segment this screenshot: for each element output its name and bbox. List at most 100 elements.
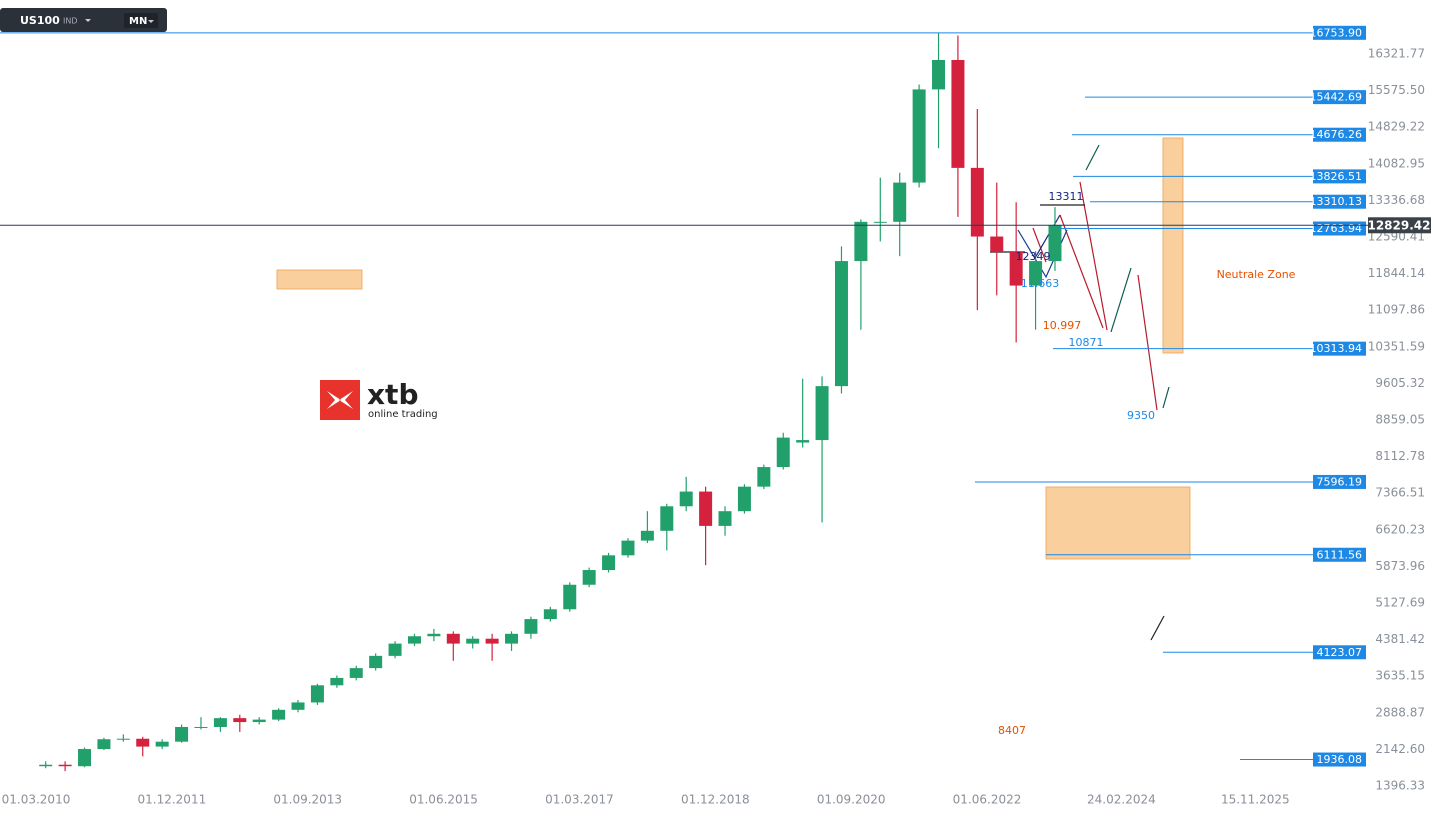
- interval[interactable]: MN: [129, 16, 147, 27]
- y-tick-label: 4381.42: [1375, 632, 1425, 646]
- annotation: 10.997: [1043, 319, 1082, 332]
- y-tick-label: 9605.32: [1375, 376, 1425, 390]
- candle-body: [272, 709, 286, 720]
- x-tick-label: 01.09.2013: [273, 793, 342, 807]
- level-tag: [1313, 752, 1366, 767]
- logo-icon: [327, 391, 353, 409]
- market[interactable]: IND: [63, 17, 78, 26]
- candle-body: [873, 221, 887, 223]
- projection: [1059, 214, 1104, 329]
- dropdown-arrow[interactable]: [85, 19, 91, 22]
- x-tick-label: 01.06.2015: [409, 793, 478, 807]
- candle-body: [388, 643, 402, 656]
- level-label: 10313.94: [1310, 342, 1363, 355]
- candle-body: [699, 491, 713, 526]
- candle-body: [718, 511, 732, 526]
- candle-body: [990, 236, 1004, 252]
- level-label: 14676.26: [1310, 128, 1363, 141]
- projections: [990, 144, 1170, 641]
- annotation: Neutrale Zone: [1217, 268, 1296, 281]
- level-tag: [1313, 194, 1366, 209]
- candle-body: [679, 491, 693, 507]
- symbol[interactable]: US100: [20, 14, 60, 27]
- candle-body: [563, 584, 577, 610]
- candle-body: [427, 633, 441, 637]
- candle-body: [1048, 225, 1062, 262]
- x-tick-label: 15.11.2025: [1221, 793, 1290, 807]
- candle-body: [815, 386, 829, 441]
- candle-body: [932, 59, 946, 90]
- candle-body: [58, 764, 72, 767]
- x-tick-label: 01.06.2022: [953, 793, 1022, 807]
- y-tick-label: 16321.77: [1368, 47, 1425, 61]
- level-label: 16753.90: [1310, 26, 1363, 39]
- level-tag: [1313, 90, 1366, 105]
- candle-body: [796, 440, 810, 443]
- current-price-tag: [1368, 217, 1431, 234]
- candle-body: [291, 702, 305, 710]
- level-label: 15442.69: [1310, 91, 1363, 104]
- level-label: 1936.08: [1317, 753, 1363, 766]
- projection: [1162, 386, 1170, 409]
- candle-body: [233, 718, 247, 723]
- annotation: 11.663: [1021, 277, 1060, 290]
- y-tick-label: 6620.23: [1375, 522, 1425, 536]
- candle-body: [1029, 261, 1043, 286]
- projection: [1079, 181, 1108, 331]
- y-tick-label: 10351.59: [1368, 339, 1425, 353]
- candle-body: [116, 738, 130, 740]
- candle-body: [640, 530, 654, 541]
- level-tag: [1313, 645, 1366, 660]
- level-tag: [1313, 474, 1366, 489]
- candle-body: [97, 739, 111, 750]
- candle-body: [893, 182, 907, 222]
- level-label: 4123.07: [1317, 646, 1363, 659]
- dropdown-arrow[interactable]: [148, 20, 154, 23]
- candle-body: [155, 741, 169, 747]
- x-tick-label: 01.03.2017: [545, 793, 614, 807]
- projection: [1110, 267, 1132, 333]
- y-tick-label: 11097.86: [1368, 303, 1425, 317]
- candle-body: [369, 655, 383, 669]
- candle-body: [485, 638, 499, 644]
- logo-tagline: online trading: [368, 409, 438, 420]
- x-tick-label: 24.02.2024: [1087, 793, 1156, 807]
- candle-body: [757, 467, 771, 487]
- projection: [1085, 144, 1100, 171]
- candles: [39, 32, 1062, 772]
- candle-body: [252, 719, 266, 723]
- candle-body: [912, 89, 926, 183]
- interval-bg[interactable]: [124, 13, 158, 28]
- projection: [1137, 274, 1158, 411]
- x-tick-label: 01.12.2018: [681, 793, 750, 807]
- candle-body: [194, 726, 208, 728]
- candle-body: [349, 668, 363, 678]
- level-tag: [1313, 169, 1366, 184]
- annotation: 12349: [1016, 250, 1051, 263]
- y-tick-label: 3635.15: [1375, 669, 1425, 683]
- projection: [1032, 227, 1047, 263]
- candle-body: [330, 677, 344, 686]
- y-tick-label: 14082.95: [1368, 156, 1425, 170]
- projection: [1150, 615, 1165, 641]
- x-tick-label: 01.03.2010: [2, 793, 71, 807]
- annotation: 8407: [998, 724, 1026, 737]
- candle-body: [602, 555, 616, 571]
- candle-body: [854, 221, 868, 262]
- annotation: 13311: [1049, 190, 1084, 203]
- toolbar: US100 IND MN: [0, 8, 167, 32]
- y-tick-label: 5873.96: [1375, 559, 1425, 573]
- candle-body: [582, 570, 596, 585]
- candle-body: [776, 437, 790, 468]
- y-tick-label: 11844.14: [1368, 266, 1425, 280]
- annotation: 9350: [1127, 409, 1155, 422]
- candle-body: [505, 633, 519, 644]
- y-tick-label: 2142.60: [1375, 742, 1425, 756]
- logo-mark: [320, 380, 360, 420]
- candle-body: [524, 619, 538, 634]
- level-tag: [1313, 25, 1366, 40]
- level-label: 13826.51: [1310, 170, 1363, 183]
- level-tag: [1313, 547, 1366, 562]
- candle-body: [407, 636, 421, 644]
